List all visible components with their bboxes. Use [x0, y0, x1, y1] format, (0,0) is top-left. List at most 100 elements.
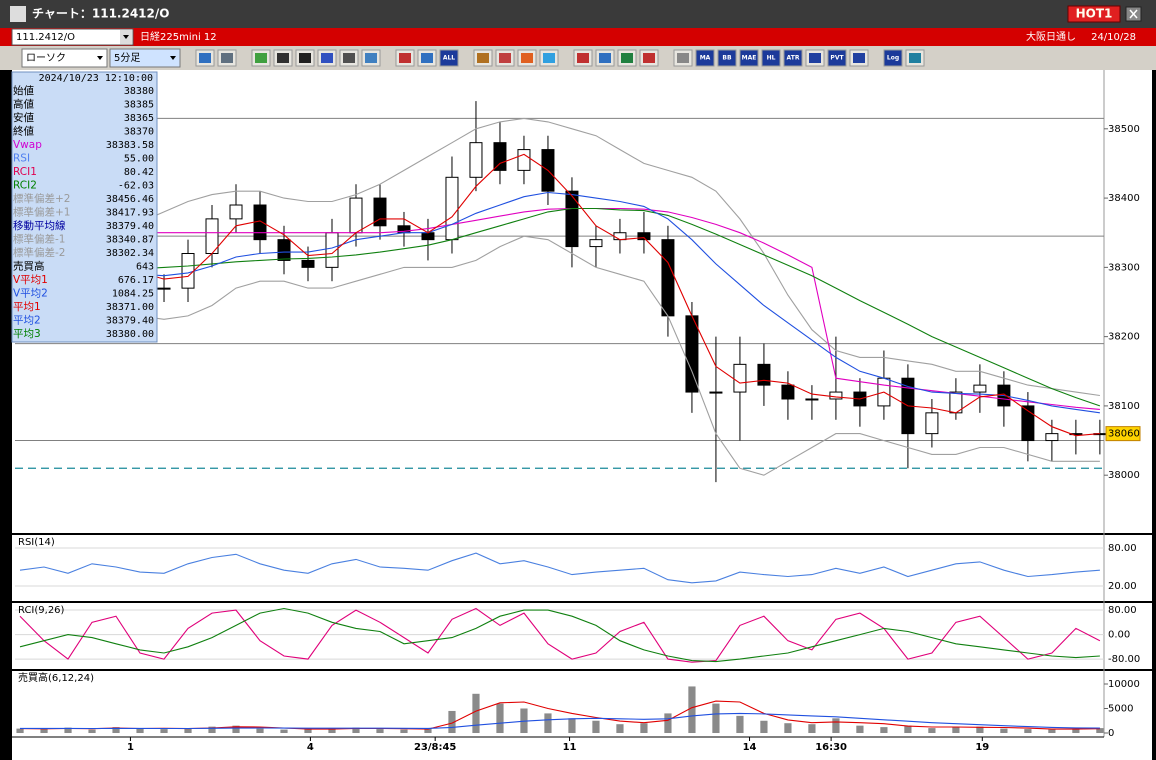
info-label: 標準偏差-2: [13, 246, 65, 259]
indicator-line: [19, 235, 1100, 476]
volume-bar: [592, 720, 600, 734]
info-label: 平均3: [13, 328, 41, 340]
candle-body: [925, 412, 939, 435]
info-label: 始値: [13, 84, 34, 97]
dropdown-arrow: [170, 56, 176, 60]
volume-bar: [880, 727, 888, 734]
symbol-bar: [0, 28, 1156, 46]
panel-separator: [12, 601, 1152, 603]
candle-body: [517, 149, 531, 171]
y-tick-label: 10000: [1108, 679, 1140, 690]
y-tick-label: 38200: [1108, 332, 1140, 343]
info-label: V平均2: [13, 288, 48, 300]
toolbar-button[interactable]: [717, 49, 737, 67]
panel-separator: [12, 533, 1152, 535]
info-value: 38379.40: [106, 221, 154, 232]
candle-body: [661, 239, 675, 317]
x-tick-label: 4: [307, 742, 314, 753]
panel-title: 売買高(6,12,24): [18, 671, 94, 684]
market-name: 大阪日通し: [1026, 30, 1076, 43]
volume-bar: [544, 713, 552, 734]
indicator-line: [20, 712, 1100, 730]
candle-body: [781, 384, 795, 400]
info-panel: [11, 71, 158, 343]
interval: 5分足: [114, 52, 140, 64]
toolbar-button[interactable]: [439, 49, 459, 67]
toolbar-icon: [853, 53, 865, 63]
candle-body: [709, 391, 723, 394]
info-value: 38456.46: [106, 194, 154, 205]
volume-bar: [424, 728, 432, 734]
candle-body: [349, 197, 363, 234]
info-label: 平均1: [13, 301, 41, 313]
y-tick-label: 38400: [1108, 193, 1140, 204]
toolbar-icon: [321, 53, 333, 63]
interval-select[interactable]: [109, 48, 181, 68]
x-tick-label: 23/8:45: [414, 742, 456, 753]
candle-body: [181, 253, 195, 289]
info-value: 38417.93: [106, 208, 154, 219]
info-label: 標準偏差+1: [13, 206, 70, 219]
candle-body: [973, 384, 987, 393]
info-value: 55.00: [124, 154, 154, 165]
info-value: 38365: [124, 113, 154, 124]
toolbar-icon: [809, 53, 821, 63]
chart-type-select[interactable]: [21, 48, 108, 68]
toolbar-button[interactable]: [695, 49, 715, 67]
toolbar-icon: [277, 53, 289, 63]
toolbar-button[interactable]: [739, 49, 759, 67]
product-name: 日経225mini 12: [140, 30, 217, 43]
candle-body: [301, 259, 315, 268]
toolbar-icon: [365, 53, 377, 63]
symbol-text: 111.2412/O: [16, 32, 75, 43]
y-tick-label: 38100: [1108, 401, 1140, 412]
volume-bar: [640, 723, 648, 734]
info-value: 643: [136, 262, 154, 273]
x-tick-label: 16:30: [815, 742, 847, 753]
hot-badge[interactable]: [1067, 5, 1121, 23]
info-value: 38383.58: [106, 140, 154, 151]
info-value: -62.03: [118, 181, 154, 192]
info-value: 38380: [124, 86, 154, 97]
info-value: 80.42: [124, 167, 154, 178]
title-bar: [0, 0, 1156, 28]
toolbar-button[interactable]: [761, 49, 781, 67]
symbol-input[interactable]: [11, 28, 134, 46]
toolbar-icon: [909, 53, 921, 63]
candle-body: [445, 176, 459, 241]
toolbar-button-label: ATR: [787, 55, 800, 62]
volume-bar: [1048, 729, 1056, 734]
toolbar-icon: [621, 53, 633, 63]
indicator-line: [19, 117, 1100, 397]
toolbar-button[interactable]: [783, 49, 803, 67]
info-label: Vwap: [13, 139, 42, 151]
toolbar-button[interactable]: [827, 49, 847, 67]
volume-bar: [160, 729, 168, 734]
toolbar-icon: [677, 53, 689, 63]
y-tick-label: 38300: [1108, 262, 1140, 273]
toolbar-button[interactable]: [883, 49, 903, 67]
info-label: 平均2: [13, 315, 41, 327]
chart-type: ローソク: [26, 52, 66, 64]
volume-bar: [688, 686, 696, 734]
info-label: 安値: [13, 111, 34, 124]
y-tick-label: 38000: [1108, 470, 1140, 481]
volume-bar: [328, 728, 336, 734]
panel-separator: [12, 669, 1152, 671]
candle-body: [637, 232, 651, 241]
volume-bar: [904, 725, 912, 734]
y-tick-label: 80.00: [1108, 543, 1137, 554]
candle-body: [589, 239, 603, 248]
candle-body: [1045, 433, 1059, 442]
info-value: 38340.87: [106, 235, 154, 246]
x-tick-label: 14: [743, 742, 757, 753]
toolbar-icon: [421, 53, 433, 63]
panel-title: RSI(14): [18, 537, 55, 548]
candle-body: [733, 363, 747, 393]
info-label: 売買高: [13, 260, 45, 273]
info-label: RCI1: [13, 166, 37, 178]
toolbar-button-label: MAE: [742, 55, 757, 62]
volume-bar: [568, 718, 576, 734]
volume-bar: [112, 727, 120, 734]
